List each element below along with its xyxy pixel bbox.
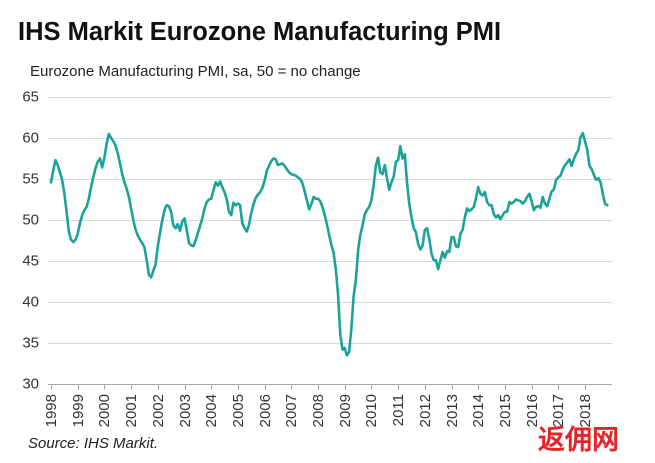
x-tick-label: 2006 bbox=[257, 394, 274, 427]
x-axis bbox=[48, 384, 612, 390]
gridlines bbox=[48, 97, 612, 344]
x-tick-label: 2008 bbox=[310, 394, 327, 427]
source-note: Source: IHS Markit. bbox=[28, 435, 159, 452]
y-tick-label: 50 bbox=[22, 212, 39, 229]
y-tick-label: 30 bbox=[22, 376, 39, 393]
chart-subtitle: Eurozone Manufacturing PMI, sa, 50 = no … bbox=[30, 63, 361, 80]
y-tick-label: 35 bbox=[22, 335, 39, 352]
series-line bbox=[49, 131, 609, 357]
watermark: 返佣网 bbox=[538, 425, 619, 456]
y-tick-label: 65 bbox=[22, 89, 39, 106]
x-tick-label: 2018 bbox=[577, 394, 594, 427]
x-tick-label: 1998 bbox=[43, 394, 60, 427]
x-tick-label: 2004 bbox=[203, 394, 220, 427]
x-tick-label: 2007 bbox=[283, 394, 300, 427]
x-tick-label: 2001 bbox=[123, 394, 140, 427]
x-axis-labels: 1998 1999 2000 2001 2002 2003 2004 2005 2006 2007… bbox=[43, 394, 594, 427]
x-tick-label: 1999 bbox=[70, 394, 87, 427]
y-tick-label: 45 bbox=[22, 253, 39, 270]
chart-title: IHS Markit Eurozone Manufacturing PMI bbox=[18, 18, 502, 46]
x-tick-label: 2012 bbox=[417, 394, 434, 427]
y-tick-label: 60 bbox=[22, 130, 39, 147]
x-tick-label: 2014 bbox=[470, 394, 487, 427]
x-tick-label: 2011 bbox=[390, 394, 407, 426]
x-tick-label: 2005 bbox=[230, 394, 247, 427]
x-tick-label: 2013 bbox=[444, 394, 461, 427]
y-tick-label: 55 bbox=[22, 171, 39, 188]
y-tick-label: 40 bbox=[22, 294, 39, 311]
x-tick-label: 2009 bbox=[337, 394, 354, 427]
x-tick-label: 2016 bbox=[524, 394, 541, 427]
x-tick-label: 2003 bbox=[177, 394, 194, 427]
x-tick-label: 2015 bbox=[497, 394, 514, 427]
x-tick-label: 2002 bbox=[150, 394, 167, 427]
x-tick-label: 2010 bbox=[363, 394, 380, 427]
x-tick-label: 2000 bbox=[96, 394, 113, 427]
x-tick-label: 2017 bbox=[550, 394, 567, 427]
y-axis-labels: 30 35 40 45 50 55 60 65 bbox=[22, 89, 39, 393]
